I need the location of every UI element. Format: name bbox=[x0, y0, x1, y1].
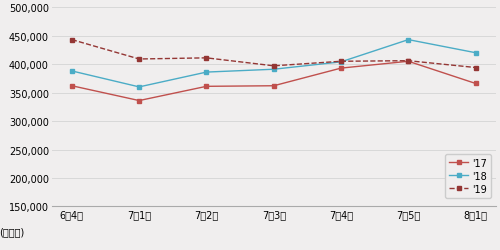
Line: '19: '19 bbox=[70, 38, 478, 70]
'19 bbox=[204, 57, 210, 60]
'18 bbox=[136, 86, 142, 89]
'18 bbox=[271, 68, 277, 71]
'17 bbox=[338, 67, 344, 70]
'17 bbox=[472, 83, 478, 86]
'18 bbox=[338, 61, 344, 64]
'19 bbox=[338, 60, 344, 64]
'17 bbox=[406, 60, 411, 64]
'18 bbox=[204, 71, 210, 74]
'18 bbox=[472, 52, 478, 55]
Line: '18: '18 bbox=[70, 38, 478, 90]
'19 bbox=[271, 65, 277, 68]
'19 bbox=[472, 67, 478, 70]
'17 bbox=[136, 100, 142, 103]
Legend: '17, '18, '19: '17, '18, '19 bbox=[445, 154, 491, 198]
Text: (여객수): (여객수) bbox=[0, 226, 24, 236]
'19 bbox=[406, 60, 411, 63]
'18 bbox=[406, 39, 411, 42]
'17 bbox=[69, 85, 75, 88]
'19 bbox=[136, 58, 142, 61]
'17 bbox=[271, 85, 277, 88]
Line: '17: '17 bbox=[70, 60, 478, 103]
'17 bbox=[204, 86, 210, 88]
'18 bbox=[69, 70, 75, 73]
'19 bbox=[69, 39, 75, 42]
